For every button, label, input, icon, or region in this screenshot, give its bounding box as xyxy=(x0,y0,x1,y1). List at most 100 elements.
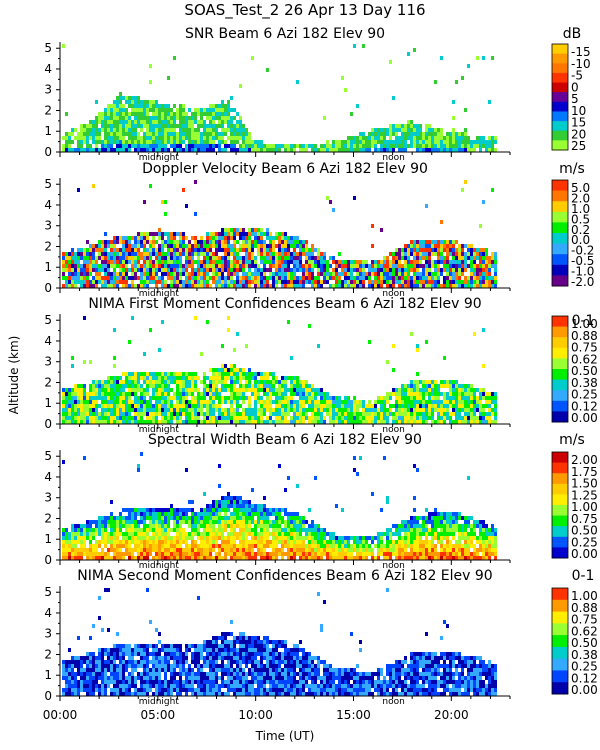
data-cell xyxy=(242,136,245,140)
data-cell xyxy=(323,276,326,280)
data-cell xyxy=(104,388,107,392)
data-cell xyxy=(281,280,284,284)
data-cell xyxy=(89,548,92,552)
colorbar-label: -5 xyxy=(571,69,583,83)
data-cell xyxy=(227,388,230,392)
data-cell xyxy=(179,276,182,280)
data-cell xyxy=(170,400,173,404)
data-cell xyxy=(452,244,455,248)
data-cell xyxy=(203,280,206,284)
data-cell xyxy=(119,384,122,388)
data-cell xyxy=(440,404,443,408)
data-cell xyxy=(386,276,389,280)
data-cell xyxy=(218,512,221,516)
data-cell xyxy=(242,508,245,512)
data-cell xyxy=(197,556,200,560)
data-cell xyxy=(125,524,128,528)
data-cell xyxy=(173,272,176,276)
data-cell xyxy=(287,388,290,392)
data-cell xyxy=(233,520,236,524)
data-cell xyxy=(203,284,206,288)
data-cell xyxy=(176,380,179,384)
data-cell xyxy=(395,404,398,408)
data-cell xyxy=(395,396,398,400)
data-cell xyxy=(110,264,113,268)
data-cell xyxy=(350,408,353,412)
data-cell xyxy=(428,140,431,144)
data-cell xyxy=(242,244,245,248)
data-cell xyxy=(170,260,173,264)
data-cell xyxy=(380,260,383,264)
data-cell xyxy=(437,260,440,264)
data-cell xyxy=(203,524,206,528)
colorbar-swatch xyxy=(552,316,568,328)
data-cell xyxy=(395,272,398,276)
data-cell xyxy=(353,148,356,152)
data-cell xyxy=(185,520,188,524)
data-cell xyxy=(224,552,227,556)
data-cell xyxy=(413,408,416,412)
data-cell xyxy=(155,260,158,264)
data-cell xyxy=(68,132,71,136)
data-cell xyxy=(473,412,476,416)
data-cell xyxy=(179,400,182,404)
data-cell xyxy=(149,400,152,404)
data-cell xyxy=(239,228,242,232)
data-cell xyxy=(170,284,173,288)
data-cell xyxy=(206,548,209,552)
data-cell xyxy=(407,400,410,404)
data-cell xyxy=(173,136,176,140)
data-cell xyxy=(65,544,68,548)
data-cell xyxy=(119,240,122,244)
data-cell xyxy=(434,148,437,152)
data-cell xyxy=(74,400,77,404)
data-cell xyxy=(236,240,239,244)
data-cell xyxy=(98,280,101,284)
data-cell xyxy=(407,120,410,124)
data-cell xyxy=(491,396,494,400)
panel-unit: dB xyxy=(563,26,582,42)
data-cell xyxy=(308,268,311,272)
data-cell xyxy=(176,408,179,412)
data-cell xyxy=(68,556,71,560)
data-cell xyxy=(377,276,380,280)
data-cell xyxy=(101,112,104,116)
data-cell xyxy=(233,412,236,416)
data-cell xyxy=(407,392,410,396)
data-cell xyxy=(419,240,422,244)
data-cell xyxy=(317,272,320,276)
data-cell xyxy=(392,144,395,148)
data-cell xyxy=(476,388,479,392)
data-cell xyxy=(290,384,293,388)
data-cell xyxy=(206,544,209,548)
data-cell xyxy=(128,396,131,400)
data-cell xyxy=(125,116,128,120)
data-cell xyxy=(245,272,248,276)
data-cell xyxy=(122,392,125,396)
data-cell xyxy=(305,260,308,264)
data-cell xyxy=(152,520,155,524)
data-cell xyxy=(191,548,194,552)
data-cell xyxy=(242,140,245,144)
y-axis-label: Altitude (km) xyxy=(7,336,21,415)
data-cell xyxy=(158,552,161,556)
data-cell xyxy=(317,252,320,256)
data-cell xyxy=(245,260,248,264)
data-cell xyxy=(173,392,176,396)
data-cell xyxy=(317,280,320,284)
data-cell xyxy=(137,124,140,128)
data-cell xyxy=(398,388,401,392)
colorbar-label: -10 xyxy=(571,57,591,71)
data-cell xyxy=(218,524,221,528)
data-cell xyxy=(239,388,242,392)
data-cell xyxy=(230,96,233,100)
data-cell xyxy=(137,384,140,388)
data-cell xyxy=(248,272,251,276)
data-cell xyxy=(227,372,230,376)
data-cell xyxy=(137,548,140,552)
data-cell xyxy=(218,140,221,144)
data-cell xyxy=(146,128,149,132)
data-cell xyxy=(428,240,431,244)
data-cell xyxy=(74,280,77,284)
data-cell xyxy=(203,556,206,560)
